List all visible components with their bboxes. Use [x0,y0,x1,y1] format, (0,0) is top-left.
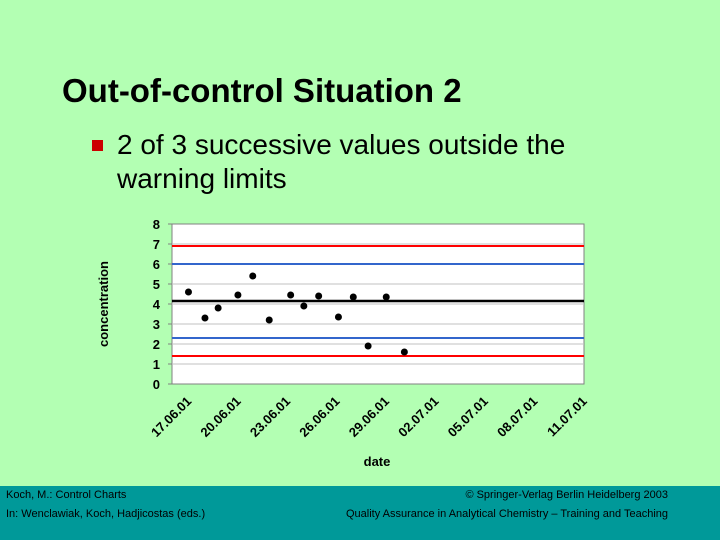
data-point [214,304,222,312]
data-point [265,316,273,324]
x-tick-label: 08.07.01 [494,394,540,440]
x-tick-label: 02.07.01 [395,394,441,440]
data-point [300,302,308,310]
y-tick-label: 4 [153,297,161,312]
y-tick-label: 6 [153,257,160,272]
y-tick-label: 8 [153,217,160,232]
x-tick-label: 20.06.01 [197,394,243,440]
data-point [287,291,295,299]
data-point [315,292,323,300]
y-tick-label: 3 [153,317,160,332]
data-point [382,293,390,301]
y-tick-label: 0 [153,377,160,392]
y-tick-label: 7 [153,237,160,252]
data-point [334,313,342,321]
x-tick-label: 23.06.01 [247,394,293,440]
x-tick-label: 11.07.01 [544,394,590,440]
footer-citation-line1: Koch, M.: Control Charts [6,489,127,501]
y-tick-label: 1 [153,357,160,372]
data-point [201,314,209,322]
y-axis-label: concentration [96,261,111,347]
control-chart: 0 1 2 3 4 5 6 7 8 17.06.01 20.06.01 23.06.01 26.06.0… [96,217,590,469]
x-tick-label: 26.06.01 [296,394,342,440]
footer-citation-line2: In: Wenclawiak, Koch, Hadjicostas (eds.) [6,508,206,520]
data-point [249,272,257,280]
footer-copyright: © Springer-Verlag Berlin Heidelberg 2003 [465,489,668,501]
y-tick-label: 2 [153,337,160,352]
x-tick-label: 05.07.01 [445,394,491,440]
x-axis-label: date [364,454,391,469]
y-tick-label: 5 [153,277,160,292]
data-point [364,342,372,350]
data-point [234,291,242,299]
bullet-item: 2 of 3 successive values outside the war… [92,128,692,196]
footer-course-title: Quality Assurance in Analytical Chemistr… [345,508,668,520]
x-tick-label: 17.06.01 [148,394,194,440]
slide-title: Out-of-control Situation 2 [62,72,462,109]
x-tick-label: 29.06.01 [346,394,392,440]
bullet-text: 2 of 3 successive values outside the war… [117,129,566,194]
data-point [400,348,408,356]
data-point [349,293,357,301]
data-point [184,288,192,296]
footer-bar: Koch, M.: Control Charts In: Wenclawiak,… [0,486,720,540]
square-bullet-icon [92,140,103,151]
